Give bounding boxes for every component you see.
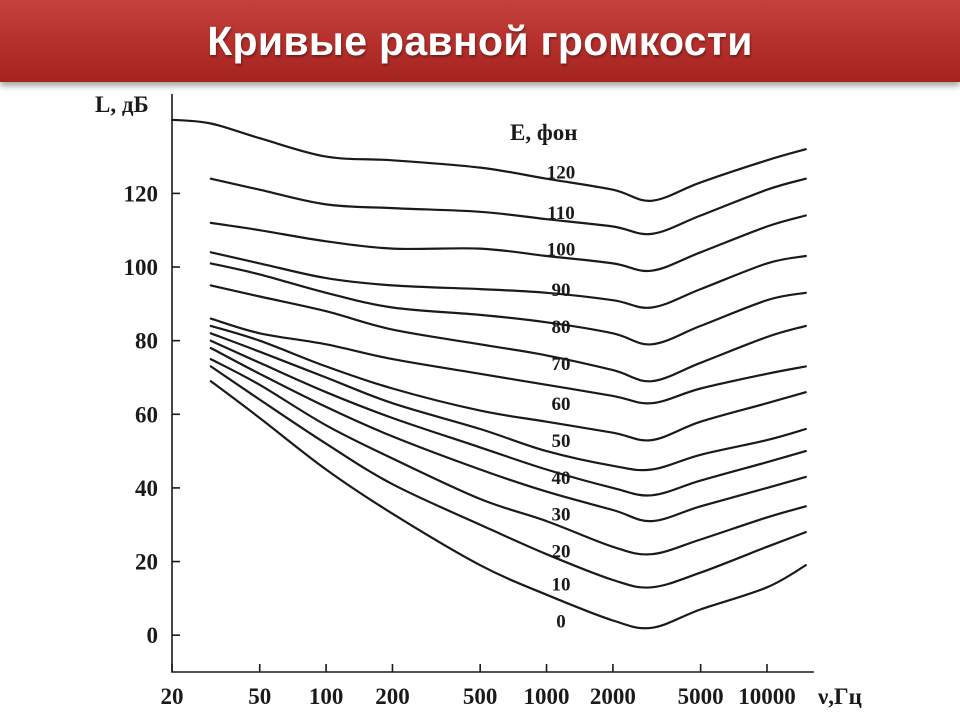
curve-label-100: 100 [547,240,576,261]
curve-label-80: 80 [552,317,571,338]
curve-50-phon [209,332,807,472]
curves [170,118,807,630]
curve-label-30: 30 [552,505,571,526]
curve-label-20: 20 [552,542,571,563]
curve-120-phon [209,177,807,236]
curve-20-phon [209,358,807,556]
y-tick-label: 20 [135,550,158,575]
legend-title: E, фон [510,120,578,145]
title-bar: Кривые равной громкости [0,0,960,82]
curve-80-phon [209,284,807,383]
curve-label-90: 90 [552,280,571,301]
curve-0-phon [209,380,807,630]
slide-title: Кривые равной громкости [207,17,753,64]
x-tick-label: 100 [309,684,344,709]
curve-100-phon [209,251,807,309]
curve-30-phon [209,346,807,523]
curve-label-110: 110 [547,203,574,224]
y-tick-label: 40 [135,476,158,501]
axis-frame [171,94,814,673]
curve-label-0: 0 [556,611,566,632]
x-tick-label: 50 [248,684,271,709]
curve-label-60: 60 [552,394,571,415]
y-tick-label: 80 [135,329,158,354]
y-tick-label: 100 [124,255,159,280]
x-axis-title: ν,Гц [817,684,862,709]
curve-outer [170,118,807,202]
y-tick-label: 60 [135,402,158,427]
curve-40-phon [209,339,807,497]
x-tick-label: 1000 [524,684,570,709]
curve-label-120: 120 [547,162,576,183]
y-tick-label: 0 [147,623,159,648]
x-tick-label: 500 [463,684,498,709]
curve-label-40: 40 [552,468,571,489]
x-tick-label: 10000 [738,684,796,709]
curve-70-phon [209,317,807,405]
y-tick-label: 120 [124,181,159,206]
curve-60-phon [209,324,807,442]
curve-label-70: 70 [552,354,571,375]
curve-label-50: 50 [552,431,571,452]
curve-110-phon [209,214,807,273]
curve-label-10: 10 [552,575,571,596]
x-tick-label: 5000 [678,684,724,709]
x-tick-label: 200 [375,684,410,709]
x-tick-label: 2000 [590,684,636,709]
y-axis-title: L, дБ [95,92,149,117]
curve-10-phon [209,365,807,589]
x-tick-label: 20 [161,684,184,709]
curve-90-phon [209,262,807,346]
